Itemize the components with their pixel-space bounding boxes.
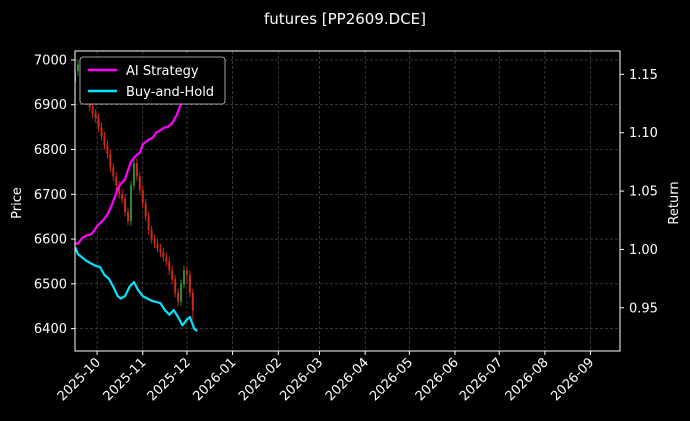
candle-body xyxy=(138,176,141,190)
y-tick-label: 7000 xyxy=(34,53,67,68)
candle-body xyxy=(76,64,79,72)
plot-frame xyxy=(74,50,621,352)
candle-body xyxy=(183,270,185,284)
candle-body xyxy=(156,243,159,249)
y-tick-label: 6700 xyxy=(34,188,67,203)
y-tick-label: 6800 xyxy=(34,143,67,158)
candle-body xyxy=(188,274,191,293)
candle-body xyxy=(129,185,132,222)
candle-body xyxy=(109,153,112,168)
candle-body xyxy=(153,239,156,244)
x-tick-label: 2026-08 xyxy=(503,355,552,404)
candle-body xyxy=(94,113,97,119)
x-tick-label: 2026-01 xyxy=(190,355,239,404)
y-tick-label: 6900 xyxy=(34,98,67,113)
y-axis-left: 6400 6500 6600 6700 6800 6900 7000 xyxy=(34,53,75,337)
x-tick-label: 2026-05 xyxy=(367,355,416,404)
y-axis-label: Price xyxy=(10,187,25,219)
y2-axis-label: Return xyxy=(667,181,682,224)
candle-body xyxy=(112,167,115,177)
chart-title: futures [PP2609.DCE] xyxy=(264,10,426,28)
buy-and-hold-line xyxy=(75,246,198,333)
candle-body xyxy=(168,261,171,271)
legend-label-ai-strategy: AI Strategy xyxy=(126,64,199,79)
y2-tick-label: 1.05 xyxy=(629,185,658,200)
candle-body xyxy=(115,176,118,186)
candle-body xyxy=(127,212,130,222)
candle-body xyxy=(174,279,177,293)
candle-body xyxy=(91,106,94,114)
candle-body xyxy=(185,270,188,275)
x-tick-label: 2026-07 xyxy=(457,355,506,404)
candle-body xyxy=(177,292,180,302)
legend: AI Strategy Buy-and-Hold xyxy=(79,56,226,105)
candle-body xyxy=(141,189,144,204)
candle-body xyxy=(191,292,194,311)
x-tick-label: 2026-09 xyxy=(548,355,597,404)
x-tick-label: 2026-03 xyxy=(277,355,326,404)
legend-label-buy-and-hold: Buy-and-Hold xyxy=(126,85,214,100)
candle-body xyxy=(100,127,103,137)
candle-body xyxy=(165,256,168,262)
candle-body xyxy=(171,270,174,280)
candle-body xyxy=(162,252,165,257)
candle-body xyxy=(150,230,153,240)
candle-body xyxy=(121,194,124,199)
y-tick-label: 6400 xyxy=(34,322,67,337)
candle-body xyxy=(132,162,135,186)
y-tick-label: 6600 xyxy=(34,233,67,248)
x-axis: 2025-102025-112025-122026-012026-022026-… xyxy=(55,351,597,404)
line-series xyxy=(75,67,198,333)
x-tick-label: 2026-02 xyxy=(236,355,285,404)
candle-body xyxy=(118,185,121,195)
x-tick-label: 2026-04 xyxy=(323,355,372,404)
grid xyxy=(75,51,620,351)
candle-body xyxy=(103,136,106,146)
y2-tick-label: 1.10 xyxy=(629,126,658,141)
y-tick-label: 6500 xyxy=(34,277,67,292)
candle-body xyxy=(135,162,138,177)
candle-body xyxy=(97,118,100,128)
y2-tick-label: 0.95 xyxy=(629,301,658,316)
x-tick-label: 2025-11 xyxy=(101,355,150,404)
y2-tick-label: 1.00 xyxy=(629,243,658,258)
candle-body xyxy=(144,203,147,217)
y-axis-right: 0.95 1.00 1.05 1.10 1.15 xyxy=(620,68,658,316)
ai-strategy-line xyxy=(75,67,193,245)
candle-body xyxy=(180,283,183,302)
candle-body xyxy=(106,145,109,154)
candle-body xyxy=(124,198,127,213)
x-tick-label: 2025-10 xyxy=(55,355,104,404)
x-tick-label: 2025-12 xyxy=(145,355,194,404)
candle-body xyxy=(159,248,162,253)
x-tick-label: 2026-06 xyxy=(413,355,462,404)
candle-body xyxy=(147,216,150,231)
y2-tick-label: 1.15 xyxy=(629,68,658,83)
